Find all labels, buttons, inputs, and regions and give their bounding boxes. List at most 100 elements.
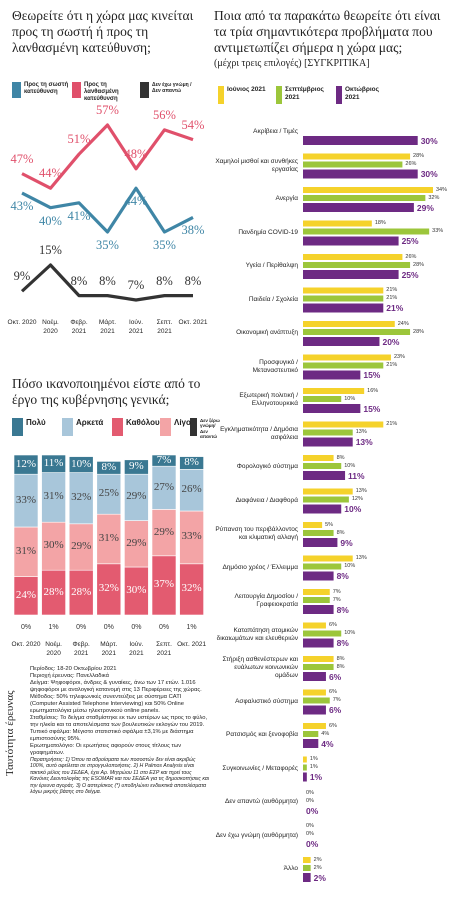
value-label: 29%	[126, 536, 147, 549]
value-label: 8%	[184, 456, 199, 468]
value-label: 4%	[321, 738, 334, 749]
value-label: 32%	[181, 582, 202, 595]
value-label: 6%	[328, 705, 342, 715]
bar	[303, 220, 372, 227]
value-label: 8%	[184, 273, 202, 288]
category-label: Χαμηλοί μισθοί και συνθήκες εργασίας	[215, 157, 298, 173]
bar	[303, 873, 311, 882]
value-label: 0%	[76, 624, 87, 631]
legend-swatch	[12, 418, 23, 436]
value-label: 32%	[98, 582, 119, 595]
value-label: 10%	[344, 563, 356, 569]
bar	[303, 772, 307, 782]
value-label: 26%	[181, 483, 202, 496]
series-line	[21, 123, 194, 190]
series-line	[21, 186, 194, 234]
bar	[303, 396, 342, 402]
bar	[303, 496, 349, 503]
category-label: Συγκοινωνίες / Μεταφορές	[222, 764, 298, 772]
value-label: 13%	[355, 437, 373, 447]
legend-label: Οκτώβριος 2021	[345, 86, 380, 101]
bar	[303, 471, 346, 480]
value-label: 25%	[98, 487, 119, 500]
x-tick-label: Νοέμ. 2020	[42, 319, 59, 335]
legend-label: Προς τη λανθασμένη κατεύθυνση	[84, 82, 119, 103]
x-tick-label: Σεπτ. 2021	[156, 641, 172, 657]
value-label: 13%	[355, 488, 367, 494]
bar	[303, 597, 330, 603]
category-label: Ρατσισμός και ξενοφοβία	[226, 731, 298, 738]
value-label: 21%	[386, 303, 404, 313]
bar	[303, 865, 311, 871]
bar	[303, 136, 418, 145]
legend-swatch	[336, 86, 342, 104]
value-label: 16%	[367, 387, 379, 394]
value-label: 27%	[153, 480, 175, 493]
category-label: Καταπάτηση ατομικών δικαιωμάτων και ελευ…	[216, 626, 298, 642]
category-label: Προσφυγικό / Μεταναστευτικό	[252, 358, 298, 374]
category-label: Φορολογικό σύστημα	[236, 463, 298, 470]
bar-segment	[179, 510, 204, 565]
value-label: 26%	[405, 253, 417, 260]
methodology-line: Περιοχή έρευνας: Πανελλαδικά	[30, 673, 109, 679]
value-label: 13%	[355, 555, 367, 561]
legend-label: Προς τη σωστή κατεύθυνση	[24, 82, 69, 96]
value-label: 28%	[43, 585, 64, 598]
value-label: 43%	[10, 199, 34, 214]
value-label: 29%	[416, 202, 434, 213]
bar-segment	[13, 454, 39, 475]
value-label: 20%	[382, 336, 400, 347]
value-label: 37%	[153, 578, 175, 591]
bar	[303, 672, 326, 681]
value-label: 2%	[313, 864, 322, 871]
x-tick-label: Ιούν. 2021	[128, 319, 144, 335]
legend-label: Λίγο	[174, 418, 191, 427]
bar	[303, 195, 426, 201]
bar-segment	[68, 456, 94, 473]
x-tick-label: Φεβρ. 2021	[70, 319, 88, 335]
value-label: 8%	[336, 529, 345, 536]
bar	[303, 169, 418, 179]
chart-title: Πόσο ικανοποιημένοι είστε από το έργο τη…	[12, 376, 201, 407]
value-label: 32%	[428, 194, 440, 201]
bar	[303, 262, 411, 268]
value-label: 0%	[306, 831, 314, 837]
x-tick-label: Νοέμ. 2020	[45, 641, 62, 657]
category-label: Εξωτερική πολιτική / Ελληνοτουρκικά	[239, 392, 298, 407]
legend-label: Σεπτέμβριος 2021	[285, 86, 324, 101]
value-label: 35%	[96, 238, 119, 252]
bar	[303, 705, 326, 715]
value-label: 1%	[186, 624, 197, 631]
value-label: 21%	[386, 295, 398, 301]
bar-segment	[41, 454, 66, 473]
category-label: Υγεία / Περίθαλψη	[245, 262, 298, 269]
value-label: 31%	[98, 532, 119, 544]
value-label: 15%	[39, 243, 62, 257]
value-label: 7%	[127, 278, 145, 292]
bar	[303, 228, 430, 235]
value-label: 26%	[405, 161, 417, 167]
value-label: 31%	[43, 490, 64, 503]
bar	[303, 664, 334, 670]
bar	[303, 530, 334, 536]
category-label: Στήριξη ασθενέστερων και ευάλωτων κοινων…	[222, 656, 298, 679]
value-label: 9%	[13, 269, 31, 284]
value-label: 15%	[363, 370, 381, 380]
value-label: 28%	[413, 153, 425, 159]
bar	[303, 605, 334, 614]
value-label: 28%	[413, 328, 425, 335]
bar-segment	[124, 473, 149, 521]
value-label: 11%	[43, 456, 64, 469]
value-label: 8%	[336, 638, 349, 648]
value-label: 8%	[70, 273, 88, 288]
bar	[303, 429, 353, 436]
bar	[303, 563, 342, 570]
bar-segment	[68, 472, 94, 525]
bar-segment	[151, 555, 177, 616]
bar	[303, 295, 384, 302]
category-label: Ασφαλιστικό σύστημα	[235, 697, 298, 705]
bar	[303, 404, 361, 413]
bar	[303, 571, 334, 581]
category-label: Δεν απαντώ (αυθόρμητα)	[225, 798, 298, 805]
value-label: 41%	[67, 208, 91, 223]
